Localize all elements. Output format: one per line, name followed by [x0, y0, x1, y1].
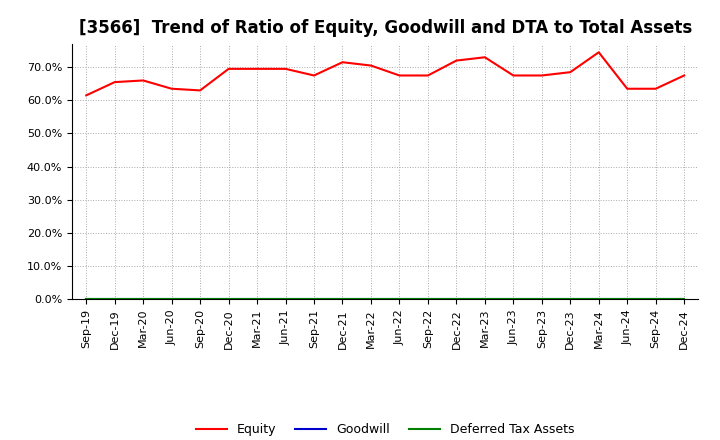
Equity [537, 73, 546, 78]
Deferred Tax Assets [623, 297, 631, 302]
Equity [282, 66, 290, 71]
Equity [509, 73, 518, 78]
Deferred Tax Assets [480, 297, 489, 302]
Legend: Equity, Goodwill, Deferred Tax Assets: Equity, Goodwill, Deferred Tax Assets [191, 418, 580, 440]
Deferred Tax Assets [595, 297, 603, 302]
Equity [423, 73, 432, 78]
Goodwill [110, 297, 119, 302]
Goodwill [452, 297, 461, 302]
Goodwill [225, 297, 233, 302]
Equity [225, 66, 233, 71]
Title: [3566]  Trend of Ratio of Equity, Goodwill and DTA to Total Assets: [3566] Trend of Ratio of Equity, Goodwil… [78, 19, 692, 37]
Equity [452, 58, 461, 63]
Deferred Tax Assets [680, 297, 688, 302]
Equity [680, 73, 688, 78]
Equity [595, 50, 603, 55]
Goodwill [139, 297, 148, 302]
Deferred Tax Assets [82, 297, 91, 302]
Goodwill [566, 297, 575, 302]
Equity [310, 73, 318, 78]
Deferred Tax Assets [338, 297, 347, 302]
Equity [110, 80, 119, 85]
Equity [652, 86, 660, 92]
Goodwill [623, 297, 631, 302]
Equity [395, 73, 404, 78]
Deferred Tax Assets [310, 297, 318, 302]
Deferred Tax Assets [652, 297, 660, 302]
Goodwill [310, 297, 318, 302]
Deferred Tax Assets [395, 297, 404, 302]
Goodwill [537, 297, 546, 302]
Equity [196, 88, 204, 93]
Equity [623, 86, 631, 92]
Goodwill [395, 297, 404, 302]
Goodwill [423, 297, 432, 302]
Deferred Tax Assets [253, 297, 261, 302]
Equity [253, 66, 261, 71]
Line: Equity: Equity [86, 52, 684, 95]
Deferred Tax Assets [225, 297, 233, 302]
Goodwill [680, 297, 688, 302]
Goodwill [253, 297, 261, 302]
Deferred Tax Assets [537, 297, 546, 302]
Deferred Tax Assets [509, 297, 518, 302]
Deferred Tax Assets [196, 297, 204, 302]
Deferred Tax Assets [452, 297, 461, 302]
Goodwill [595, 297, 603, 302]
Goodwill [167, 297, 176, 302]
Goodwill [652, 297, 660, 302]
Goodwill [480, 297, 489, 302]
Goodwill [282, 297, 290, 302]
Goodwill [366, 297, 375, 302]
Goodwill [196, 297, 204, 302]
Equity [566, 70, 575, 75]
Equity [480, 55, 489, 60]
Deferred Tax Assets [139, 297, 148, 302]
Equity [139, 78, 148, 83]
Goodwill [82, 297, 91, 302]
Goodwill [509, 297, 518, 302]
Deferred Tax Assets [167, 297, 176, 302]
Deferred Tax Assets [282, 297, 290, 302]
Equity [82, 93, 91, 98]
Equity [338, 59, 347, 65]
Goodwill [338, 297, 347, 302]
Deferred Tax Assets [366, 297, 375, 302]
Deferred Tax Assets [110, 297, 119, 302]
Equity [366, 63, 375, 68]
Equity [167, 86, 176, 92]
Deferred Tax Assets [566, 297, 575, 302]
Deferred Tax Assets [423, 297, 432, 302]
